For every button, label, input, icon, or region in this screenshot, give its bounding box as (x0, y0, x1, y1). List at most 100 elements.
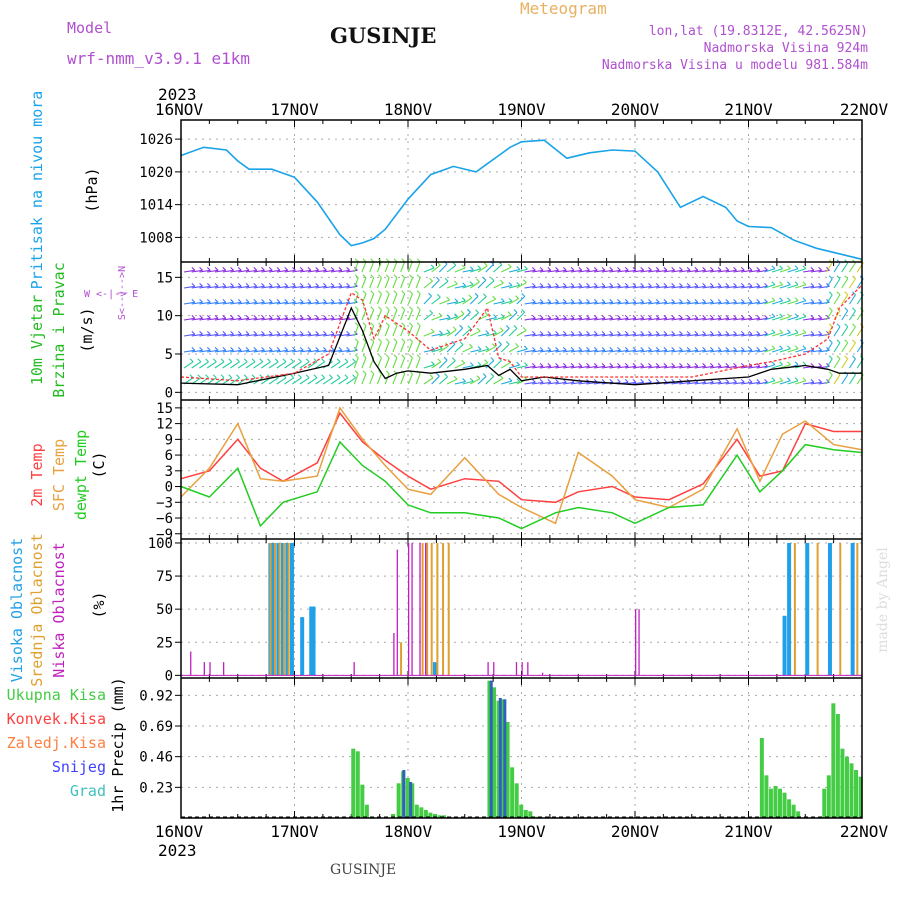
wind-barb (354, 274, 359, 279)
wind-barb (663, 365, 675, 369)
wind-barb (710, 349, 722, 353)
wind-barb (454, 313, 458, 318)
wind-barb (513, 309, 518, 313)
wind-barb (710, 269, 722, 273)
wind-barb (648, 317, 660, 321)
wind-barb (415, 357, 421, 369)
wind-barb (531, 314, 536, 319)
wind-barb (748, 301, 760, 305)
wind-barb (361, 309, 367, 321)
wind-barb (299, 314, 304, 319)
wind-barb (245, 317, 257, 321)
wind-barb (671, 330, 676, 335)
wind-barb (461, 359, 466, 364)
wind-barb (346, 361, 356, 369)
y-tick-label: −3 (156, 495, 173, 511)
wind-barb (802, 281, 807, 286)
wind-barb (841, 342, 849, 353)
wind-barb (779, 364, 791, 369)
wind-barb (423, 280, 433, 289)
wind-barb (429, 277, 433, 282)
wind-barb (199, 317, 211, 321)
wind-barb (803, 333, 815, 337)
wind-barb (222, 285, 234, 289)
wind-barb (810, 285, 822, 289)
wind-barb (315, 269, 327, 273)
wind-barb (786, 281, 791, 286)
wind-barb (586, 317, 598, 321)
wind-barb (625, 269, 637, 273)
wind-barb (369, 261, 375, 273)
wind-barb (632, 266, 637, 271)
wind-barb (632, 349, 644, 353)
wind-barb (346, 346, 351, 351)
wind-barb (771, 284, 783, 289)
wind-barb (191, 349, 203, 353)
wind-barb (253, 266, 258, 271)
wind-barb (268, 314, 273, 319)
wind-barb (740, 314, 745, 319)
wind-barb (322, 361, 333, 369)
wind-barb (694, 314, 699, 319)
wind-barb (462, 297, 473, 305)
wind-barb (679, 269, 691, 273)
wind-barb (833, 342, 841, 353)
wind-barb (469, 377, 474, 382)
wind-barb (253, 346, 258, 351)
wind-barb (269, 285, 281, 289)
wind-barb (539, 298, 544, 303)
wind-barb (841, 326, 849, 337)
wind-barb (725, 365, 737, 369)
precip-bar (519, 804, 524, 818)
cloud-bar (190, 651, 192, 676)
wind-barb (439, 332, 451, 337)
wind-barb (601, 346, 606, 351)
wind-barb (454, 327, 463, 337)
wind-barb (524, 349, 536, 353)
wind-barb (214, 317, 226, 321)
precip-bar (787, 799, 792, 818)
y-tick-label: 3 (165, 464, 173, 480)
precip-bar (510, 767, 515, 818)
wind-barb (686, 330, 691, 335)
cloud-bar (521, 662, 523, 676)
wind-barb (268, 266, 273, 271)
wind-barb (786, 361, 791, 366)
wind-barb (764, 378, 768, 383)
wind-barb (483, 262, 488, 267)
wind-barb (524, 265, 528, 270)
wind-barb (485, 280, 495, 289)
wind-barb (740, 266, 745, 271)
wind-barb (370, 338, 375, 343)
wind-barb (361, 277, 367, 289)
wind-barb (655, 378, 660, 383)
wind-barb (717, 282, 722, 287)
wind-barb (276, 377, 287, 385)
precip-bar (835, 714, 840, 818)
wind-barb (686, 346, 691, 351)
wind-barb (429, 309, 433, 314)
wind-barb (384, 357, 390, 369)
wind-barb (362, 370, 367, 375)
wind-barb (197, 374, 202, 379)
wind-barb (214, 298, 219, 303)
precip-bar (419, 807, 424, 818)
wind-barb (594, 301, 606, 305)
wind-barb (578, 349, 590, 353)
wind-barb (191, 333, 203, 337)
wind-barb (416, 258, 421, 263)
wind-barb (741, 333, 753, 337)
wind-barb (393, 322, 398, 327)
wind-barb (361, 325, 367, 337)
wind-barb (384, 261, 390, 273)
wind-barb (771, 329, 776, 334)
wind-barb (485, 346, 496, 353)
wind-barb (725, 269, 737, 273)
wind-barb (222, 333, 234, 337)
wind-barb (648, 362, 652, 367)
wind-barb (369, 277, 375, 289)
wind-barb (453, 280, 458, 285)
wind-barb (493, 264, 503, 273)
wind-barb (624, 362, 629, 367)
wind-barb (825, 374, 833, 385)
